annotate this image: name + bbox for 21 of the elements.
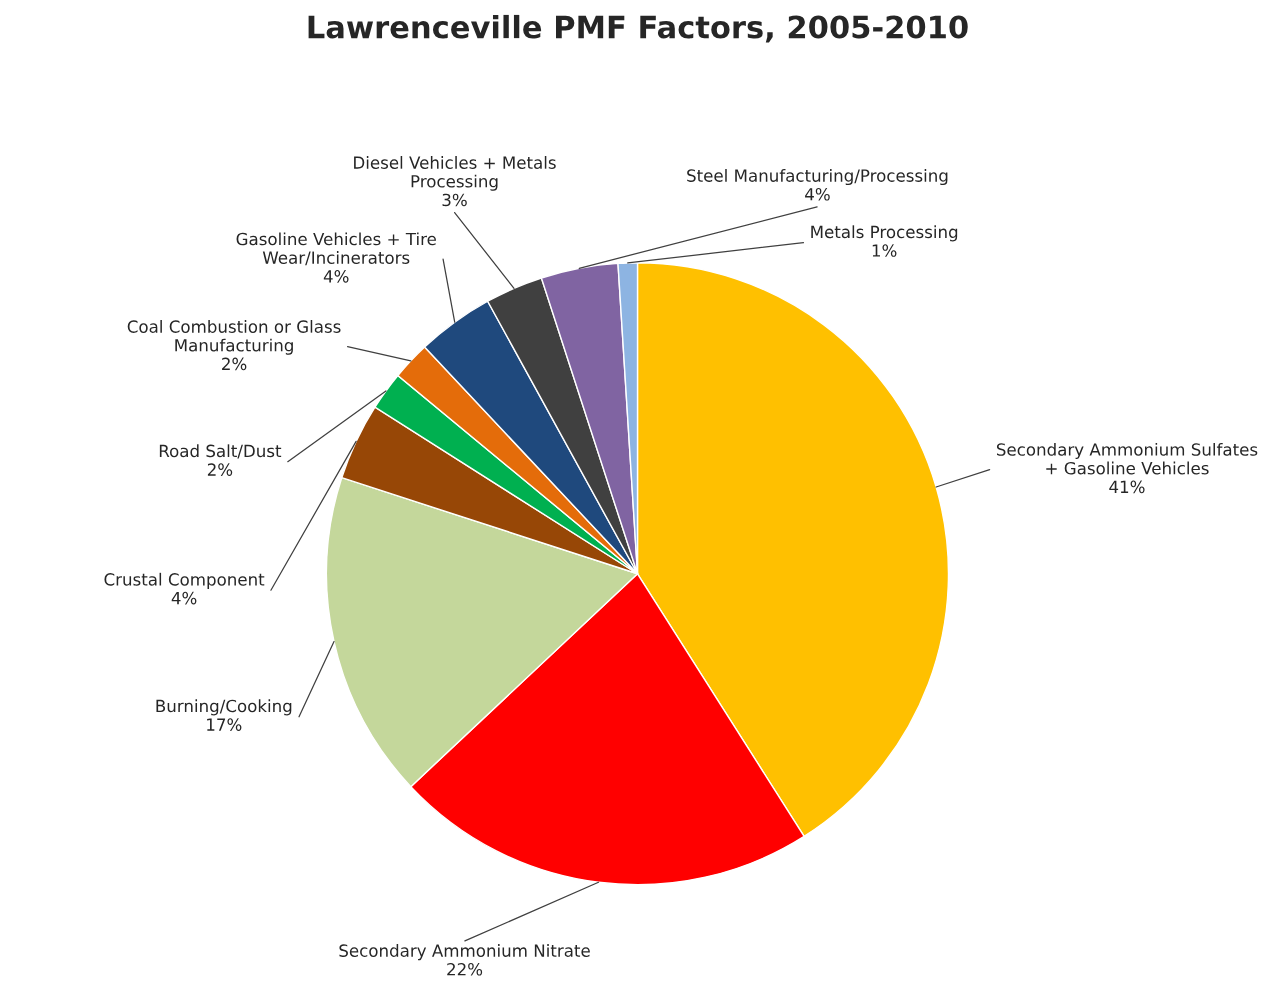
slice-label: Steel Manufacturing/Processing xyxy=(687,168,948,186)
slice-label: Metals Processing xyxy=(811,225,958,242)
slice-label: Gasoline Vehicles + Tire Wear/Incinerators xyxy=(236,232,436,266)
data-label: 17% xyxy=(207,718,242,731)
slice-label: Coal Combustion or Glass Manufacturing xyxy=(127,320,341,355)
data-label: 3% xyxy=(442,193,467,207)
slice-label: Secondary Ammonium Sulfates + Gasoline Vehicles xyxy=(996,442,1258,475)
slice-label: Crustal Component xyxy=(104,572,265,589)
data-label: 2% xyxy=(207,463,233,476)
slice-label: Burning/Cooking xyxy=(156,699,292,716)
data-label: 2% xyxy=(222,357,247,371)
data-label: 4% xyxy=(805,187,830,201)
slice-label: Diesel Vehicles + Metals Processing xyxy=(354,156,556,191)
chart-title: Lawrenceville PMF Factors, 2005-2010 xyxy=(308,14,968,43)
data-label: 1% xyxy=(872,244,897,257)
data-label: 22% xyxy=(447,962,483,976)
data-label: 4% xyxy=(323,270,349,283)
slice-label: Secondary Ammonium Nitrate xyxy=(339,944,590,961)
data-label: 41% xyxy=(1109,480,1145,494)
data-label: 4% xyxy=(171,591,197,605)
slice-label: Road Salt/Dust xyxy=(159,444,282,459)
